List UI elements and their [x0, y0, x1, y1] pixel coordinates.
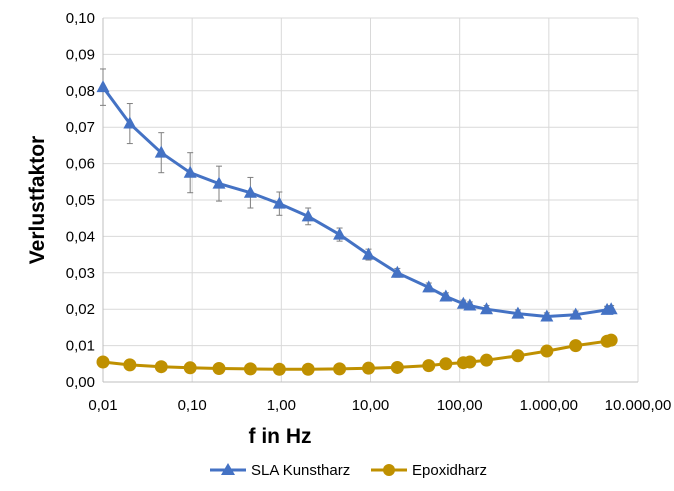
- y-tick-label: 0,07: [66, 119, 95, 136]
- data-point-sla: [333, 227, 347, 240]
- y-tick-label: 0,00: [66, 374, 95, 391]
- data-point-epoxid: [463, 355, 477, 369]
- data-point-sla: [96, 80, 110, 93]
- legend-item-epoxid: Epoxidharz: [371, 462, 487, 479]
- data-point-sla: [540, 309, 554, 322]
- y-tick-label: 0,10: [66, 10, 95, 27]
- data-point-sla: [439, 289, 453, 302]
- x-axis-title: f in Hz: [249, 425, 312, 448]
- data-point-sla: [154, 145, 168, 158]
- legend-item-sla: SLA Kunstharz: [210, 462, 350, 479]
- x-tick-label: 1,00: [267, 397, 296, 414]
- x-tick-label: 100,00: [437, 397, 483, 414]
- data-point-sla: [511, 306, 525, 319]
- data-point-epoxid: [540, 344, 554, 358]
- data-point-epoxid: [301, 362, 315, 376]
- data-point-epoxid: [439, 357, 453, 371]
- x-tick-label: 1.000,00: [520, 397, 578, 414]
- data-point-sla: [301, 209, 315, 222]
- data-point-epoxid: [511, 349, 525, 363]
- legend-label-epoxid: Epoxidharz: [412, 462, 487, 479]
- legend-label-sla: SLA Kunstharz: [251, 462, 350, 479]
- data-point-epoxid: [243, 362, 257, 376]
- data-point-sla: [272, 196, 286, 209]
- chart-legend: SLA Kunstharz Epoxidharz: [210, 462, 487, 479]
- data-point-sla: [362, 247, 376, 260]
- data-point-epoxid: [96, 355, 110, 369]
- data-point-sla: [480, 302, 494, 315]
- y-tick-label: 0,04: [66, 228, 95, 245]
- data-point-sla: [212, 176, 226, 189]
- gridlines: [103, 17, 639, 382]
- data-point-sla: [604, 302, 618, 315]
- tick-labels: 0,00 0,01 0,02 0,03 0,04 0,05 0,06 0,07 0,08 0,09…: [66, 10, 672, 414]
- data-point-sla: [390, 265, 404, 278]
- data-point-epoxid: [154, 360, 168, 374]
- data-point-epoxid: [212, 362, 226, 376]
- legend-triangle-icon: [221, 463, 235, 475]
- data-point-sla: [569, 307, 583, 320]
- y-tick-label: 0,08: [66, 83, 95, 100]
- x-tick-label: 0,01: [88, 397, 117, 414]
- data-point-epoxid: [422, 359, 436, 373]
- data-series: [96, 80, 618, 376]
- y-axis-title: Verlustfaktor: [26, 136, 49, 264]
- data-point-epoxid: [604, 333, 618, 347]
- y-tick-label: 0,09: [66, 46, 95, 63]
- data-point-sla: [422, 280, 436, 293]
- data-point-epoxid: [272, 362, 286, 376]
- data-point-sla: [463, 298, 477, 311]
- legend-circle-icon: [383, 464, 395, 476]
- y-tick-label: 0,03: [66, 265, 95, 282]
- data-point-epoxid: [123, 358, 137, 372]
- data-point-epoxid: [390, 360, 404, 374]
- data-point-sla: [123, 116, 137, 129]
- y-tick-label: 0,06: [66, 156, 95, 173]
- data-point-epoxid: [480, 353, 494, 367]
- data-point-sla: [183, 165, 197, 178]
- x-tick-label: 10.000,00: [605, 397, 672, 414]
- x-tick-label: 10,00: [352, 397, 390, 414]
- y-tick-label: 0,02: [66, 301, 95, 318]
- data-point-epoxid: [362, 361, 376, 375]
- data-point-epoxid: [569, 339, 583, 353]
- data-point-epoxid: [333, 362, 347, 376]
- x-tick-label: 0,10: [178, 397, 207, 414]
- data-point-sla: [243, 185, 257, 198]
- y-tick-label: 0,05: [66, 192, 95, 209]
- data-point-epoxid: [183, 361, 197, 375]
- y-tick-label: 0,01: [66, 338, 95, 355]
